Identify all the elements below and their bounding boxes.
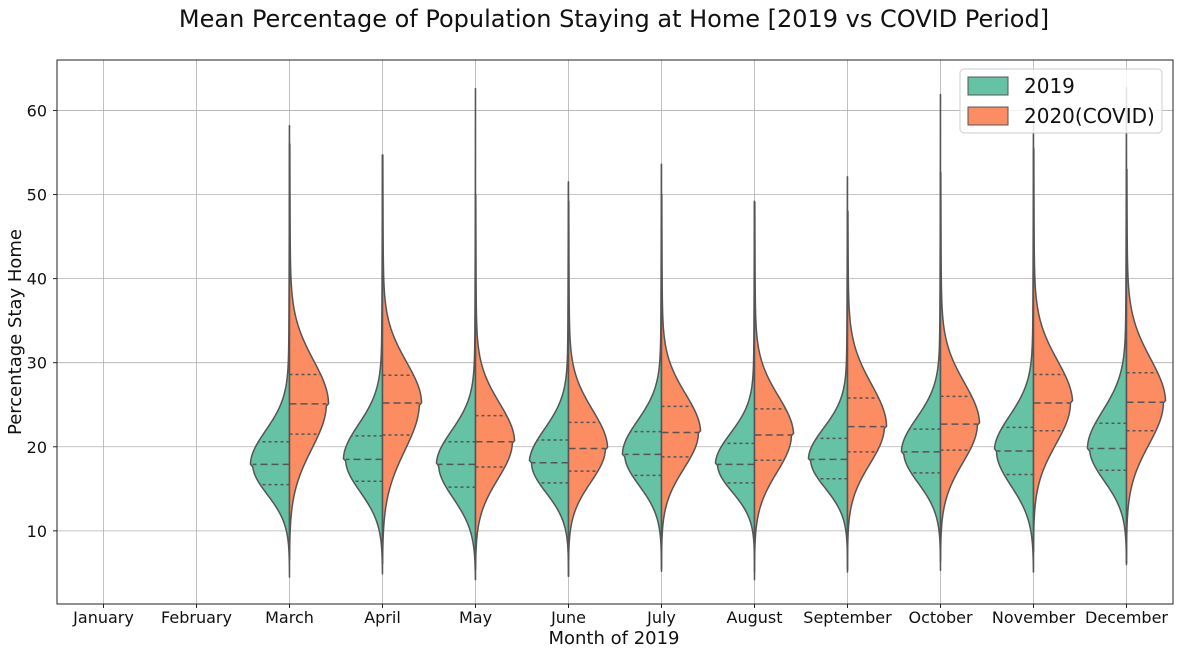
y-tick-labels: 10 20 30 40 50 60 [27, 101, 57, 541]
x-tick-label-november: November [992, 608, 1076, 627]
violin-body-2020-covid-july [660, 193, 702, 570]
y-tick-label-30: 30 [27, 354, 47, 373]
violin-2020-covid-april [381, 154, 423, 565]
violin-body-2019-november [993, 122, 1035, 573]
violins [249, 86, 1167, 581]
violin-2019-may [435, 87, 477, 581]
y-tick-label-60: 60 [27, 101, 47, 120]
x-tick-label-february: February [161, 608, 232, 627]
violin-2020-covid-november [1032, 147, 1074, 553]
x-tick-label-july: July [646, 608, 676, 627]
x-tick-label-january: January [72, 608, 134, 627]
violin-2019-august [714, 200, 756, 573]
violin-2020-covid-december [1125, 168, 1167, 564]
y-tick-label-50: 50 [27, 186, 47, 205]
chart-title: Mean Percentage of Population Staying at… [179, 5, 1049, 33]
x-tick-label-may: May [459, 608, 492, 627]
plot-frame [56, 59, 1174, 605]
legend-label-2019: 2019 [1024, 74, 1075, 98]
violin-body-2020-covid-august [753, 201, 795, 581]
x-tick-label-september: September [803, 608, 892, 627]
violin-body-2019-september [807, 176, 849, 573]
violin-body-2019-april [342, 154, 384, 575]
legend: 2019 2020(COVID) [959, 68, 1163, 134]
legend-swatch-2019 [967, 76, 1009, 96]
violin-body-2020-covid-december [1125, 168, 1167, 564]
x-tick-label-april: April [364, 608, 401, 627]
violin-2020-covid-october [939, 171, 981, 562]
violin-body-2020-covid-november [1032, 147, 1074, 553]
violin-body-2019-august [714, 200, 756, 573]
y-tick-label-10: 10 [27, 522, 47, 541]
violin-body-2019-december [1086, 86, 1128, 566]
violin-2020-covid-may [474, 193, 516, 571]
y-axis-label: Percentage Stay Home [5, 229, 26, 435]
y-tick-label-20: 20 [27, 438, 47, 457]
violin-body-2019-july [621, 163, 663, 572]
violin-2019-september [807, 176, 849, 573]
violin-body-2019-may [435, 87, 477, 581]
x-tick-label-june: June [550, 608, 586, 627]
violin-2020-covid-july [660, 193, 702, 570]
legend-label-2020-covid: 2020(COVID) [1024, 104, 1155, 128]
violin-2020-covid-august [753, 201, 795, 581]
x-tick-label-march: March [265, 608, 314, 627]
violin-body-2020-covid-march [288, 143, 330, 561]
violin-body-2020-covid-september [846, 210, 888, 571]
violin-body-2019-june [528, 181, 570, 578]
violin-2019-november [993, 122, 1035, 573]
violin-2019-december [1086, 86, 1128, 566]
violin-2020-covid-september [846, 210, 888, 571]
violin-2019-april [342, 154, 384, 575]
violin-body-2020-covid-april [381, 154, 423, 565]
violin-2019-october [900, 93, 942, 572]
x-tick-label-december: December [1085, 608, 1168, 627]
violin-body-2020-covid-june [567, 200, 609, 578]
x-axis-label: Month of 2019 [548, 628, 679, 649]
grid-lines [57, 60, 1173, 604]
legend-frame [959, 68, 1163, 134]
x-tick-labels: January February March April May June July Augu… [72, 604, 1168, 627]
x-tick-label-october: October [908, 608, 972, 627]
violin-body-2020-covid-october [939, 171, 981, 562]
violin-2019-july [621, 163, 663, 572]
violin-2019-june [528, 181, 570, 578]
y-tick-label-40: 40 [27, 270, 47, 289]
violin-2020-covid-june [567, 200, 609, 578]
violin-2019-march [249, 124, 291, 578]
violin-body-2020-covid-may [474, 193, 516, 571]
x-tick-label-august: August [727, 608, 783, 627]
violin-body-2019-october [900, 93, 942, 572]
violin-body-2019-march [249, 124, 291, 578]
legend-swatch-2020-covid [967, 106, 1009, 126]
violin-2020-covid-march [288, 143, 330, 561]
